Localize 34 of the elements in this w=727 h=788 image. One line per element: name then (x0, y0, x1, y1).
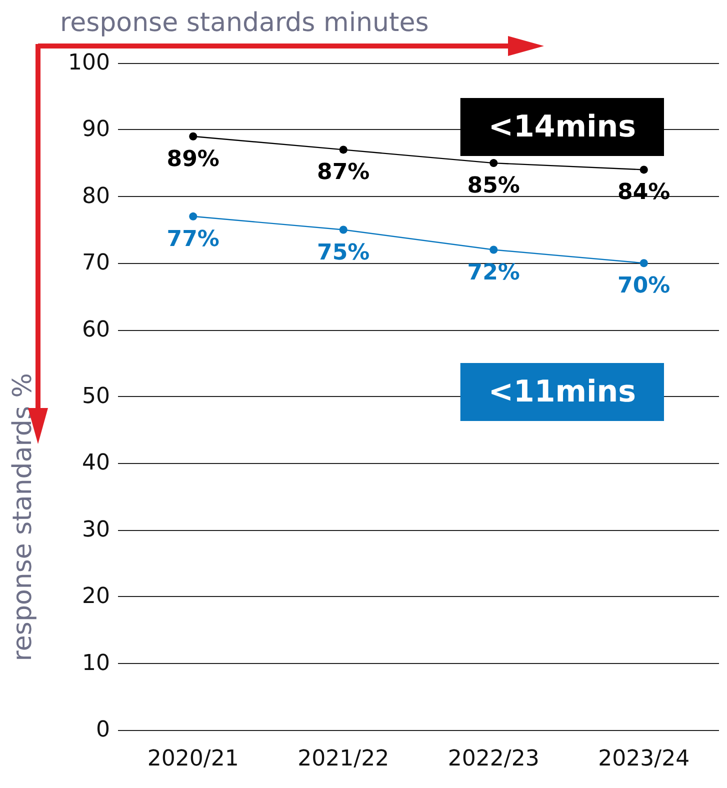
x-tick-label: 2023/24 (598, 746, 690, 772)
data-label: 85% (467, 174, 520, 199)
y-tick-label: 40 (82, 450, 110, 476)
y-tick-label: 60 (82, 317, 110, 342)
y-tick-label: 90 (82, 117, 110, 142)
y-tick-label: 80 (82, 184, 110, 209)
y-tick-label: 70 (82, 250, 110, 276)
x-tick-label: 2020/21 (147, 746, 239, 772)
y-tick-label: 50 (82, 384, 110, 409)
point (490, 246, 498, 254)
x-tick-label: 2022/23 (448, 746, 540, 772)
y-tick-label: 10 (82, 650, 110, 676)
data-label: 70% (618, 274, 670, 299)
point (339, 226, 348, 234)
y-tick-label: 0 (96, 718, 110, 742)
series-label: <14mins (488, 110, 636, 144)
data-label: 72% (467, 260, 520, 286)
x-tick-label: 2021/22 (298, 746, 390, 772)
data-label: 89% (166, 146, 220, 172)
data-label: 75% (317, 240, 370, 266)
point (640, 166, 648, 174)
x-axis-title: response standards minutes (60, 8, 429, 38)
text: <11mins (488, 374, 636, 410)
data-label: 87% (317, 160, 370, 186)
point (640, 259, 648, 268)
y-tick-label: 20 (82, 584, 110, 610)
point (490, 159, 498, 168)
point (189, 132, 198, 140)
point (339, 146, 348, 154)
point (189, 212, 198, 220)
data-label: 77% (166, 226, 220, 252)
y-axis-title: response standards % (8, 372, 38, 662)
y-tick-label: 100 (68, 50, 110, 76)
y-tick-label: 30 (82, 517, 110, 542)
